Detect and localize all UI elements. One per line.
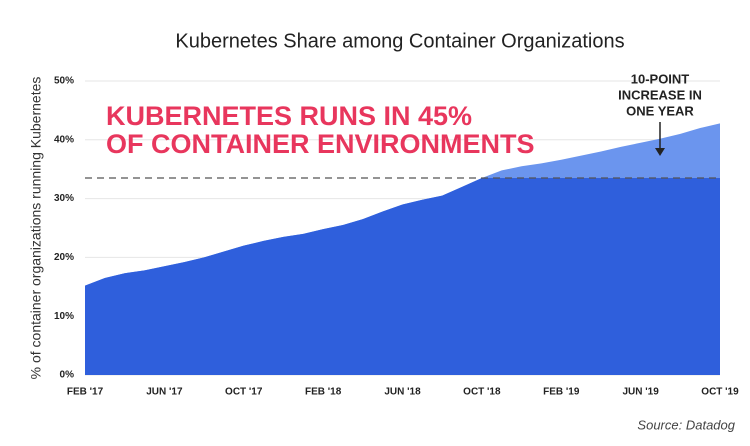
source: Source: Datadog bbox=[637, 417, 735, 432]
headline: KUBERNETES RUNS IN 45% bbox=[106, 101, 472, 131]
area-below-reference bbox=[85, 178, 720, 375]
x-tick-label: JUN '19 bbox=[622, 387, 659, 398]
annotation: 10-POINT bbox=[631, 71, 690, 86]
headline: OF CONTAINER ENVIRONMENTS bbox=[106, 129, 535, 159]
x-tick-label: OCT '18 bbox=[463, 387, 501, 398]
annotation: ONE YEAR bbox=[626, 103, 694, 118]
x-tick-label: FEB '17 bbox=[67, 387, 104, 398]
y-tick-label: 0% bbox=[60, 370, 75, 381]
x-tick-label: JUN '18 bbox=[384, 387, 421, 398]
y-tick-label: 30% bbox=[54, 193, 74, 204]
y-tick-label: 50% bbox=[54, 76, 74, 87]
x-tick-label: FEB '18 bbox=[305, 387, 342, 398]
y-tick-label: 20% bbox=[54, 252, 74, 263]
x-tick-label: JUN '17 bbox=[146, 387, 183, 398]
annotation: INCREASE IN bbox=[618, 87, 702, 102]
y-tick-label: 40% bbox=[54, 134, 74, 145]
y-tick-label: 10% bbox=[54, 311, 74, 322]
chart-title: Kubernetes Share among Container Organiz… bbox=[175, 30, 624, 52]
y-axis-label: % of container organizations running Kub… bbox=[28, 77, 44, 380]
x-tick-label: OCT '17 bbox=[225, 387, 263, 398]
plot: 0% 10% 20% 30% 40% 50% FEB '17 JUN '17 OCT '17 FE… bbox=[54, 76, 739, 398]
x-tick-label: FEB '19 bbox=[543, 387, 580, 398]
x-tick-label: OCT '19 bbox=[701, 387, 739, 398]
arrow-head bbox=[655, 148, 665, 156]
